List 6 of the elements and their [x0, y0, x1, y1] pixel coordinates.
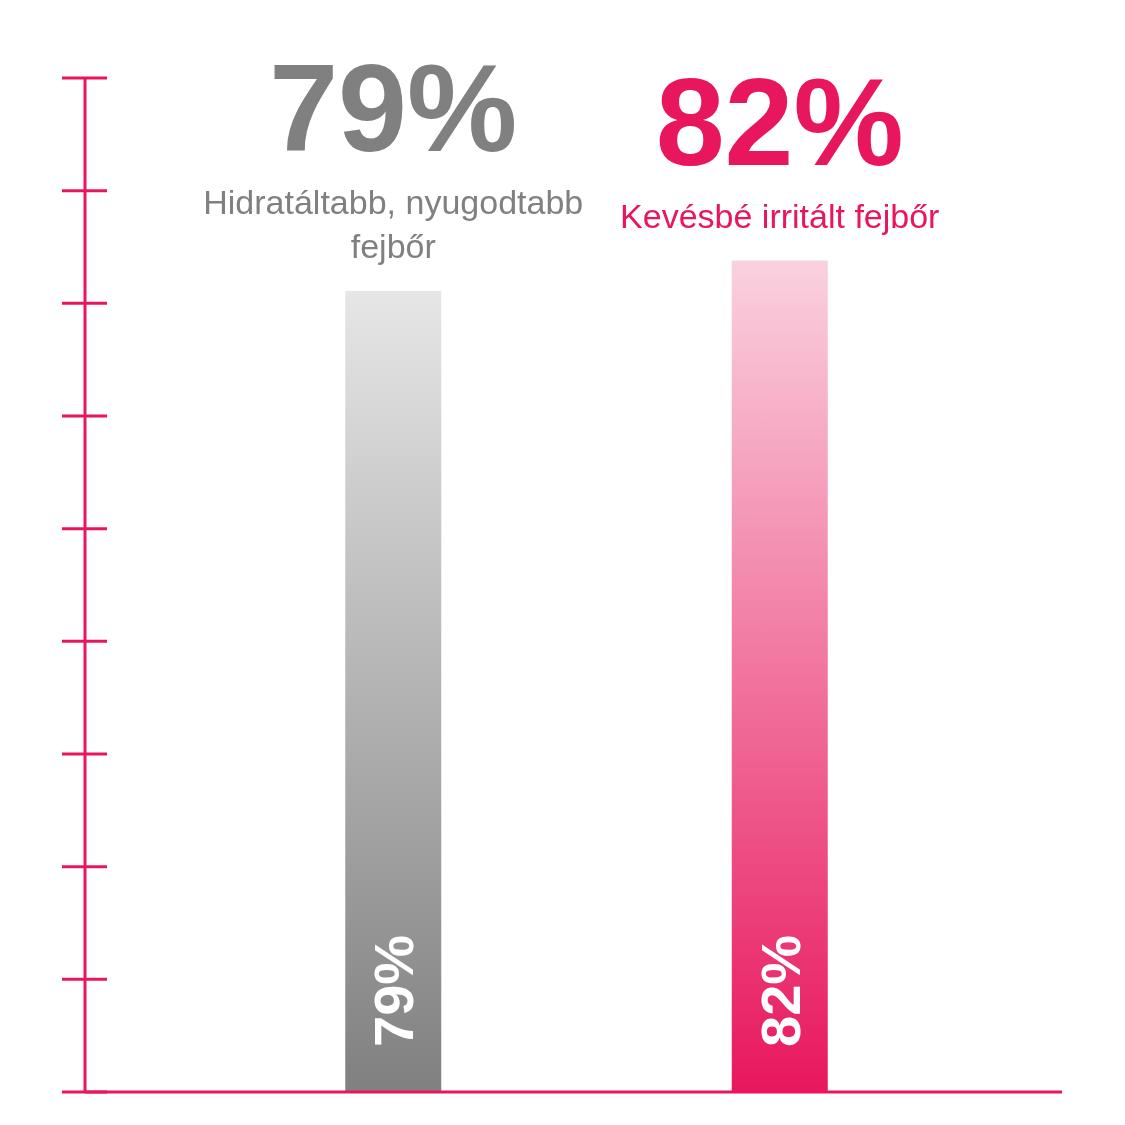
text: 79%	[269, 38, 518, 177]
data-label: 79%	[362, 934, 426, 1047]
x-tick-label: Hidratáltabb, nyugodtabb fejbőr	[203, 182, 584, 265]
data-label: 82%	[655, 52, 904, 191]
text: 82%	[748, 934, 812, 1047]
x-tick-label: Kevésbé irritált fejbőr	[620, 196, 940, 235]
